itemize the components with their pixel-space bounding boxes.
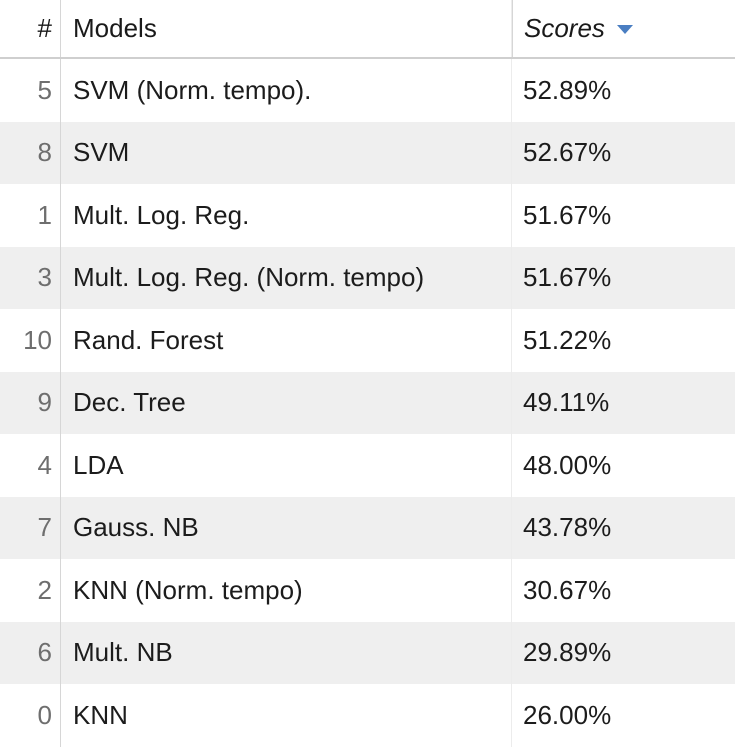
table-row[interactable]: 5 SVM (Norm. tempo). 52.89% xyxy=(0,59,735,122)
model-name-cell: Mult. Log. Reg. (Norm. tempo) xyxy=(61,246,512,309)
scores-column-header-label: Scores xyxy=(524,13,605,43)
score-cell: 43.78% xyxy=(523,512,612,543)
table-row[interactable]: 8 SVM 52.67% xyxy=(0,121,735,184)
model-name-cell: Mult. Log. Reg. xyxy=(61,184,512,247)
score-cell: 52.67% xyxy=(523,137,612,168)
score-cell: 26.00% xyxy=(523,699,612,730)
row-index: 6 xyxy=(0,621,61,684)
table-row[interactable]: 10 Rand. Forest 51.22% xyxy=(0,309,735,372)
table-row[interactable]: 0 KNN 26.00% xyxy=(0,684,735,747)
score-cell: 52.89% xyxy=(523,74,612,105)
row-index: 0 xyxy=(0,684,61,747)
model-name-cell: SVM (Norm. tempo). xyxy=(61,59,512,122)
score-cell: 48.00% xyxy=(523,449,612,480)
table-row[interactable]: 9 Dec. Tree 49.11% xyxy=(0,371,735,434)
scores-column-header[interactable]: Scores xyxy=(512,0,735,57)
score-cell: 51.67% xyxy=(523,262,612,293)
score-cell: 51.67% xyxy=(523,199,612,230)
model-name-cell: Rand. Forest xyxy=(61,309,512,372)
model-name-cell: LDA xyxy=(61,434,512,497)
model-name-cell: Mult. NB xyxy=(61,621,512,684)
model-name-cell: Gauss. NB xyxy=(61,496,512,559)
table-header: # Models Scores xyxy=(0,0,735,59)
row-index: 7 xyxy=(0,496,61,559)
table-row[interactable]: 4 LDA 48.00% xyxy=(0,434,735,497)
score-cell: 49.11% xyxy=(523,387,610,418)
row-index: 4 xyxy=(0,434,61,497)
score-cell: 29.89% xyxy=(523,637,612,668)
index-column-header[interactable]: # xyxy=(0,0,61,57)
model-name-cell: KNN (Norm. tempo) xyxy=(61,559,512,622)
row-index: 5 xyxy=(0,59,61,122)
score-cell: 30.67% xyxy=(523,574,612,605)
row-index: 8 xyxy=(0,121,61,184)
score-cell: 51.22% xyxy=(523,324,612,355)
model-name-cell: KNN xyxy=(61,684,512,747)
model-name-cell: SVM xyxy=(61,121,512,184)
model-name-cell: Dec. Tree xyxy=(61,371,512,434)
row-index: 3 xyxy=(0,246,61,309)
sort-descending-icon[interactable] xyxy=(616,25,633,34)
row-index: 9 xyxy=(0,371,61,434)
row-index: 10 xyxy=(0,309,61,372)
table-row[interactable]: 6 Mult. NB 29.89% xyxy=(0,621,735,684)
models-column-header[interactable]: Models xyxy=(61,0,512,57)
row-index: 1 xyxy=(0,184,61,247)
table-body: 5 SVM (Norm. tempo). 52.89% 8 SVM 52.67%… xyxy=(0,59,735,747)
table-row[interactable]: 2 KNN (Norm. tempo) 30.67% xyxy=(0,559,735,622)
table-row[interactable]: 1 Mult. Log. Reg. 51.67% xyxy=(0,184,735,247)
row-index: 2 xyxy=(0,559,61,622)
table-row[interactable]: 7 Gauss. NB 43.78% xyxy=(0,496,735,559)
table-row[interactable]: 3 Mult. Log. Reg. (Norm. tempo) 51.67% xyxy=(0,246,735,309)
